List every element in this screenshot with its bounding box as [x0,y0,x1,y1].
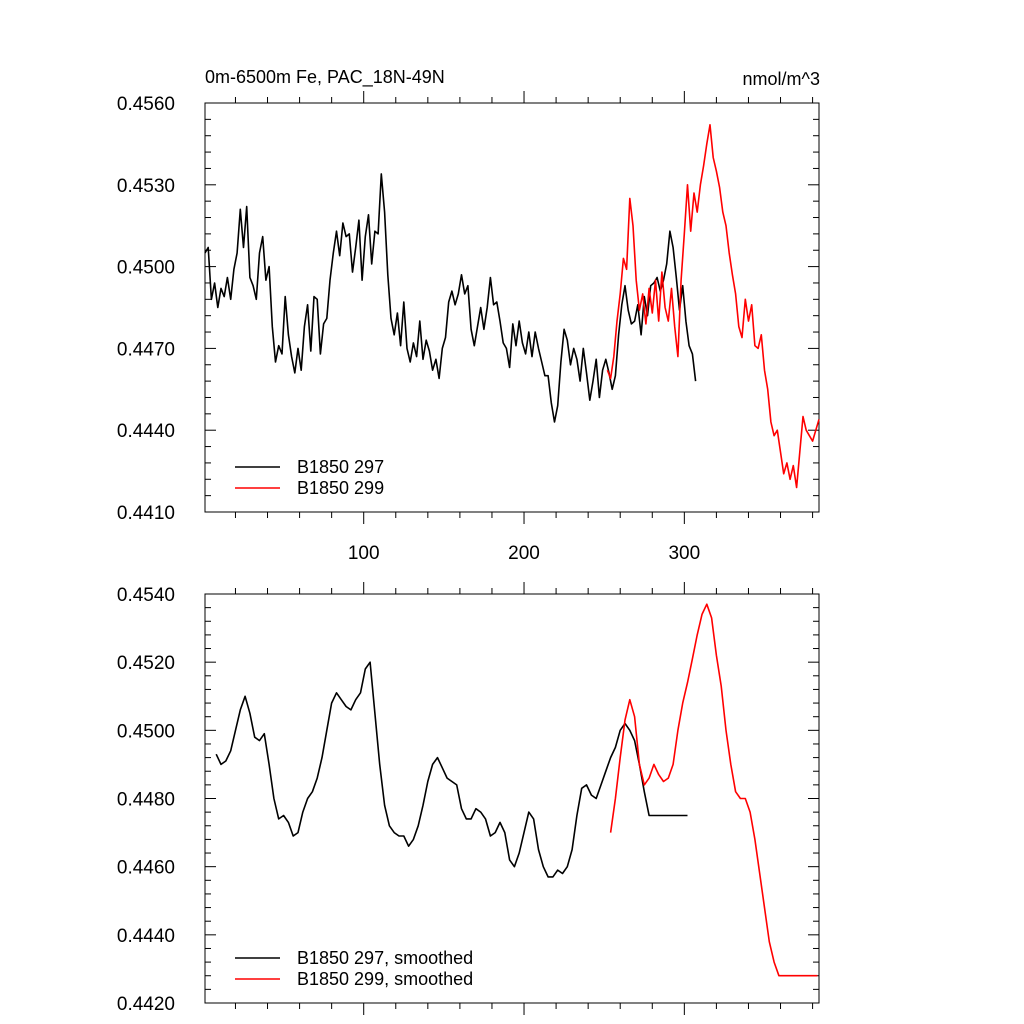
x-tick-label: 200 [508,543,540,564]
x-tick-label: 100 [348,543,380,564]
x-tick-label: 300 [668,543,700,564]
chart-title: 0m-6500m Fe, PAC_18N-49N [205,67,445,88]
y-tick-label: 0.4500 [117,721,175,742]
y-tick-label: 0.4480 [117,790,175,811]
y-tick-label: 0.4460 [117,858,175,879]
series-line [606,124,820,489]
y-tick-label: 0.4440 [117,421,175,442]
plot-frame [204,593,820,1004]
legend-label: B1850 297 [297,457,384,477]
series-line [215,661,688,878]
y-tick-label: 0.4540 [117,585,175,606]
top-panel: 0.4410 0.4440 0.4470 0.4500 0.4530 0.4560 100 2… [117,91,820,564]
series-line [204,173,697,423]
series-line [609,603,818,977]
y-tick-label: 0.4410 [117,503,175,524]
y-tick-label: 0.4530 [117,176,175,197]
y-tick-label: 0.4470 [117,339,175,360]
units-label: nmol/m^3 [743,69,820,89]
y-tick-label: 0.4520 [117,653,175,674]
plot-frame [204,102,820,513]
y-tick-label: 0.4500 [117,258,175,279]
y-tick-label: 0.4560 [117,94,175,115]
legend-label: B1850 299 [297,478,384,498]
y-tick-label: 0.4420 [117,994,175,1015]
y-tick-label: 0.4440 [117,926,175,947]
legend-label: B1850 299, smoothed [297,969,473,989]
bottom-panel: 0.4420 0.4440 0.4460 0.4480 0.4500 0.4520 0.45… [117,582,820,1015]
legend-label: B1850 297, smoothed [297,948,473,968]
